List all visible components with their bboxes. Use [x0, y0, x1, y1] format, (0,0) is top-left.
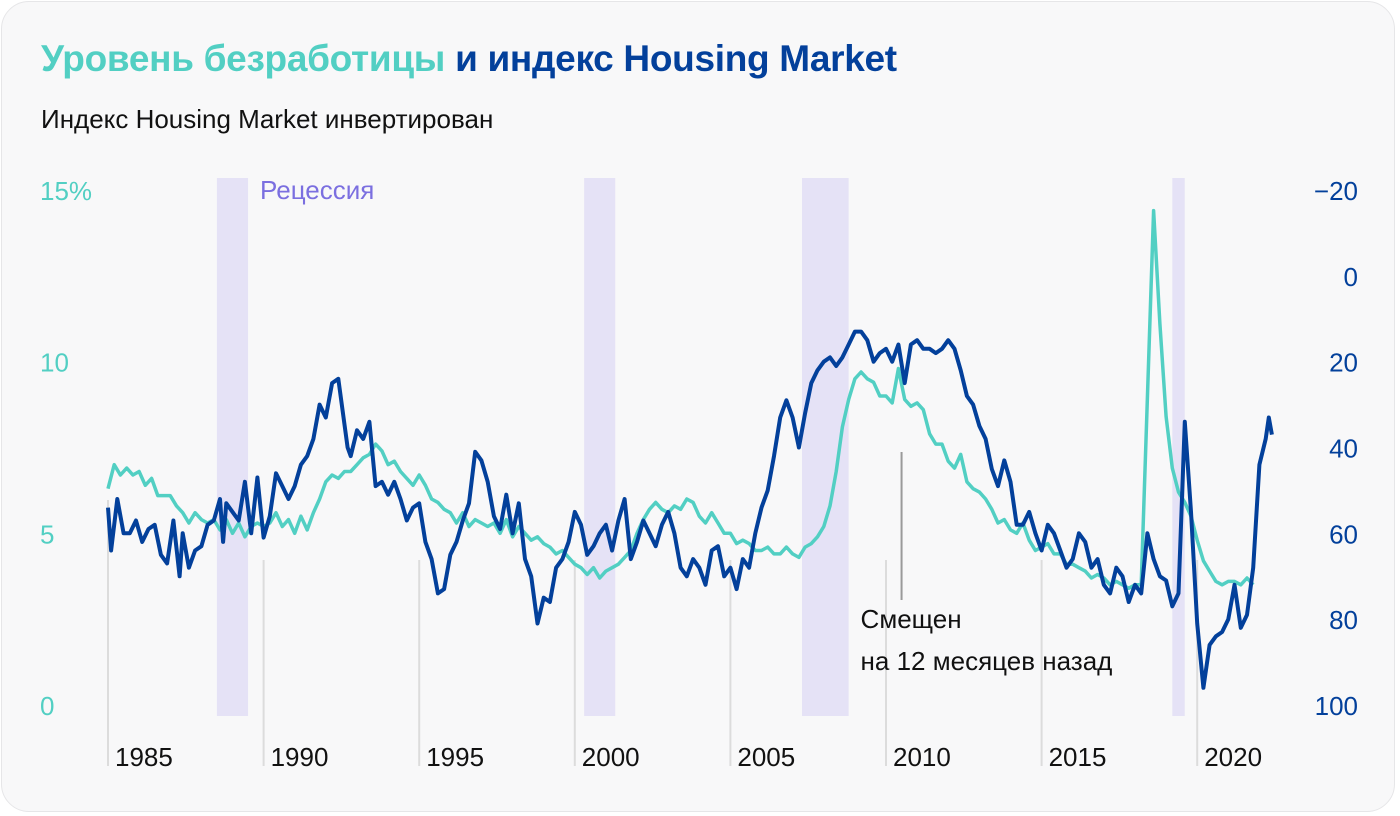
- y-axis-left: 0 5 10 15%: [40, 176, 92, 721]
- x-tick-label: 2000: [582, 742, 640, 772]
- y-right-tick-label: 100: [1315, 691, 1358, 721]
- recession-band: [584, 178, 616, 716]
- x-tick-label: 2005: [737, 742, 795, 772]
- recession-band: [1172, 178, 1185, 716]
- recession-band: [801, 178, 849, 716]
- x-tick-label: 2010: [893, 742, 951, 772]
- y-right-tick-label: 0: [1344, 262, 1358, 292]
- recession-bands: [216, 178, 1185, 716]
- recession-legend-label: Рецессия: [260, 175, 374, 205]
- x-axis: 1985 1990 1995 2000 2005 2010 2015 2020: [115, 742, 1262, 772]
- x-tick-label: 1995: [426, 742, 484, 772]
- unemployment-line: [106, 208, 1255, 591]
- recession-band: [216, 178, 249, 716]
- title-housing: и индекс Housing Market: [455, 38, 897, 79]
- x-tick-label: 1985: [115, 742, 173, 772]
- x-tick-label: 2015: [1049, 742, 1107, 772]
- y-right-tick-label: −20: [1314, 176, 1358, 206]
- y-axis-right: 100 80 60 40 20 0 −20: [1314, 176, 1358, 721]
- series-lines: [106, 208, 1274, 690]
- y-right-tick-label: 80: [1329, 605, 1358, 635]
- y-left-tick-label: 15%: [40, 176, 92, 206]
- housing-index-line: [106, 329, 1274, 690]
- y-left-tick-label: 0: [40, 691, 54, 721]
- y-right-tick-label: 40: [1329, 434, 1358, 464]
- chart-title: Уровень безработицы и индекс Housing Mar…: [41, 38, 897, 80]
- shift-annotation: Смещен на 12 месяцев назад: [861, 452, 1113, 676]
- x-tick-label: 2020: [1204, 742, 1262, 772]
- y-left-tick-label: 10: [40, 348, 69, 378]
- annotation-line1: Смещен: [861, 604, 962, 634]
- x-tick-label: 1990: [271, 742, 329, 772]
- year-gridlines: [107, 500, 1199, 766]
- title-unemployment: Уровень безработицы: [41, 38, 446, 79]
- y-right-tick-label: 20: [1329, 348, 1358, 378]
- y-left-tick-label: 5: [40, 519, 54, 549]
- annotation-line2: на 12 месяцев назад: [861, 646, 1113, 676]
- y-right-tick-label: 60: [1329, 519, 1358, 549]
- chart-subtitle: Индекс Housing Market инвертирован: [41, 104, 494, 134]
